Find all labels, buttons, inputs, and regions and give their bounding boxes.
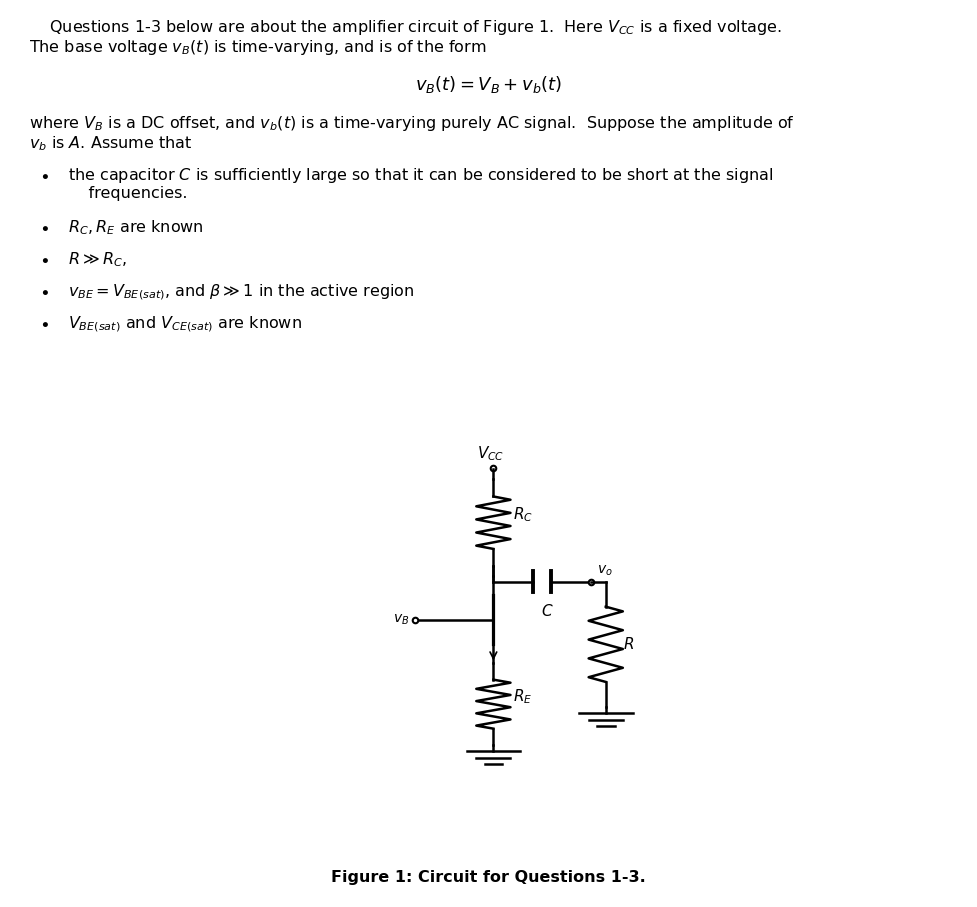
Text: Questions 1-3 below are about the amplifier circuit of Figure 1.  Here $V_{CC}$ : Questions 1-3 below are about the amplif… — [29, 18, 783, 37]
Text: $R$: $R$ — [623, 637, 634, 652]
Text: $R \gg R_C,$: $R \gg R_C,$ — [68, 250, 127, 268]
Text: where $V_B$ is a DC offset, and $v_b(t)$ is a time-varying purely AC signal.  Su: where $V_B$ is a DC offset, and $v_b(t)$… — [29, 114, 795, 133]
Text: $\bullet$: $\bullet$ — [39, 250, 49, 268]
Text: $v_B(t) = V_B + v_b(t)$: $v_B(t) = V_B + v_b(t)$ — [415, 74, 562, 95]
Text: $V_{CC}$: $V_{CC}$ — [478, 444, 504, 463]
Text: $\bullet$: $\bullet$ — [39, 218, 49, 236]
Text: $C$: $C$ — [541, 602, 553, 619]
Text: $V_{BE(sat)}$ and $V_{CE(sat)}$ are known: $V_{BE(sat)}$ and $V_{CE(sat)}$ are know… — [68, 314, 302, 334]
Text: the capacitor $C$ is sufficiently large so that it can be considered to be short: the capacitor $C$ is sufficiently large … — [68, 166, 774, 185]
Text: $v_b$ is $A$. Assume that: $v_b$ is $A$. Assume that — [29, 134, 192, 152]
Text: $v_{BE} = V_{BE(sat)}$, and $\beta \gg 1$ in the active region: $v_{BE} = V_{BE(sat)}$, and $\beta \gg 1… — [68, 282, 415, 302]
Text: $\bullet$: $\bullet$ — [39, 166, 49, 184]
Text: $R_E$: $R_E$ — [513, 688, 532, 706]
Text: $\bullet$: $\bullet$ — [39, 282, 49, 300]
Text: $\bullet$: $\bullet$ — [39, 314, 49, 332]
Text: frequencies.: frequencies. — [68, 186, 188, 201]
Text: $v_B$: $v_B$ — [393, 612, 409, 627]
Text: $R_C$: $R_C$ — [513, 506, 532, 524]
Text: The base voltage $v_B(t)$ is time-varying, and is of the form: The base voltage $v_B(t)$ is time-varyin… — [29, 38, 487, 57]
Text: $R_C, R_E$ are known: $R_C, R_E$ are known — [68, 218, 204, 237]
Text: $v_o$: $v_o$ — [597, 563, 613, 578]
Text: Figure 1: Circuit for Questions 1-3.: Figure 1: Circuit for Questions 1-3. — [331, 870, 646, 885]
